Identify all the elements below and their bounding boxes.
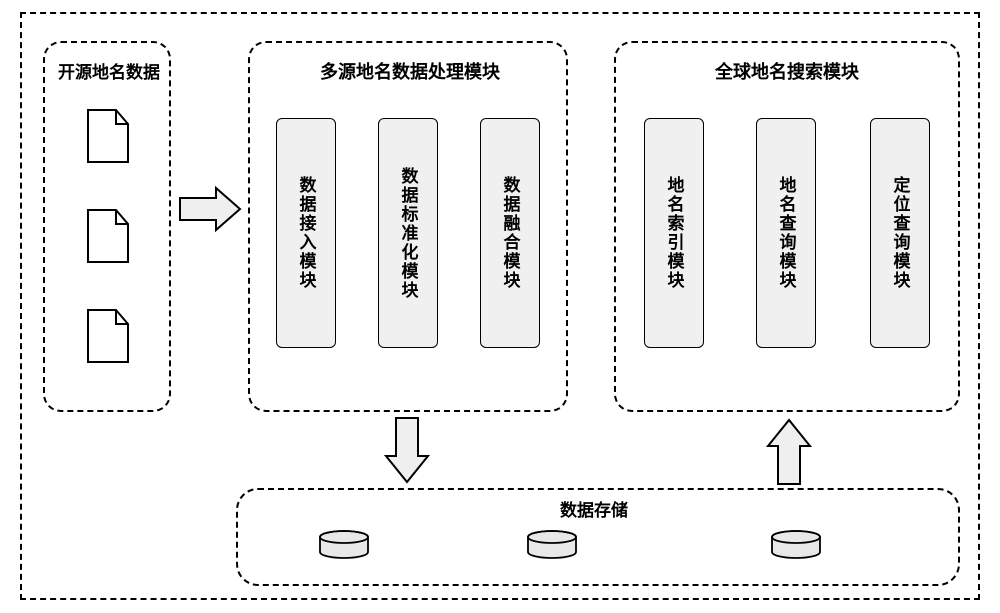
database-icon — [318, 530, 370, 565]
module-data-standardize: 数据标准化模块 — [378, 118, 438, 348]
module-label: 定位查询模块 — [888, 176, 913, 290]
module-location-query: 定位查询模块 — [870, 118, 930, 348]
data-storage-title: 数据存储 — [560, 496, 628, 521]
module-name-query: 地名查询模块 — [756, 118, 816, 348]
document-icon — [86, 208, 130, 269]
module-data-access: 数据接入模块 — [276, 118, 336, 348]
module-label: 地名查询模块 — [774, 176, 799, 290]
module-label: 数据标准化模块 — [396, 167, 421, 300]
arrow-storage-to-search — [764, 416, 814, 491]
search-module-title: 全球地名搜索模块 — [715, 58, 859, 84]
module-label: 数据融合模块 — [498, 176, 523, 290]
source-data-title: 开源地名数据 — [58, 58, 160, 83]
arrow-source-to-processing — [178, 184, 244, 239]
arrow-processing-to-storage — [382, 416, 432, 491]
module-label: 数据接入模块 — [294, 176, 319, 290]
module-name-index: 地名索引模块 — [644, 118, 704, 348]
document-icon — [86, 108, 130, 169]
database-icon — [770, 530, 822, 565]
processing-module-title: 多源地名数据处理模块 — [320, 58, 500, 84]
document-icon — [86, 308, 130, 369]
database-icon — [526, 530, 578, 565]
module-label: 地名索引模块 — [662, 176, 687, 290]
module-data-fusion: 数据融合模块 — [480, 118, 540, 348]
